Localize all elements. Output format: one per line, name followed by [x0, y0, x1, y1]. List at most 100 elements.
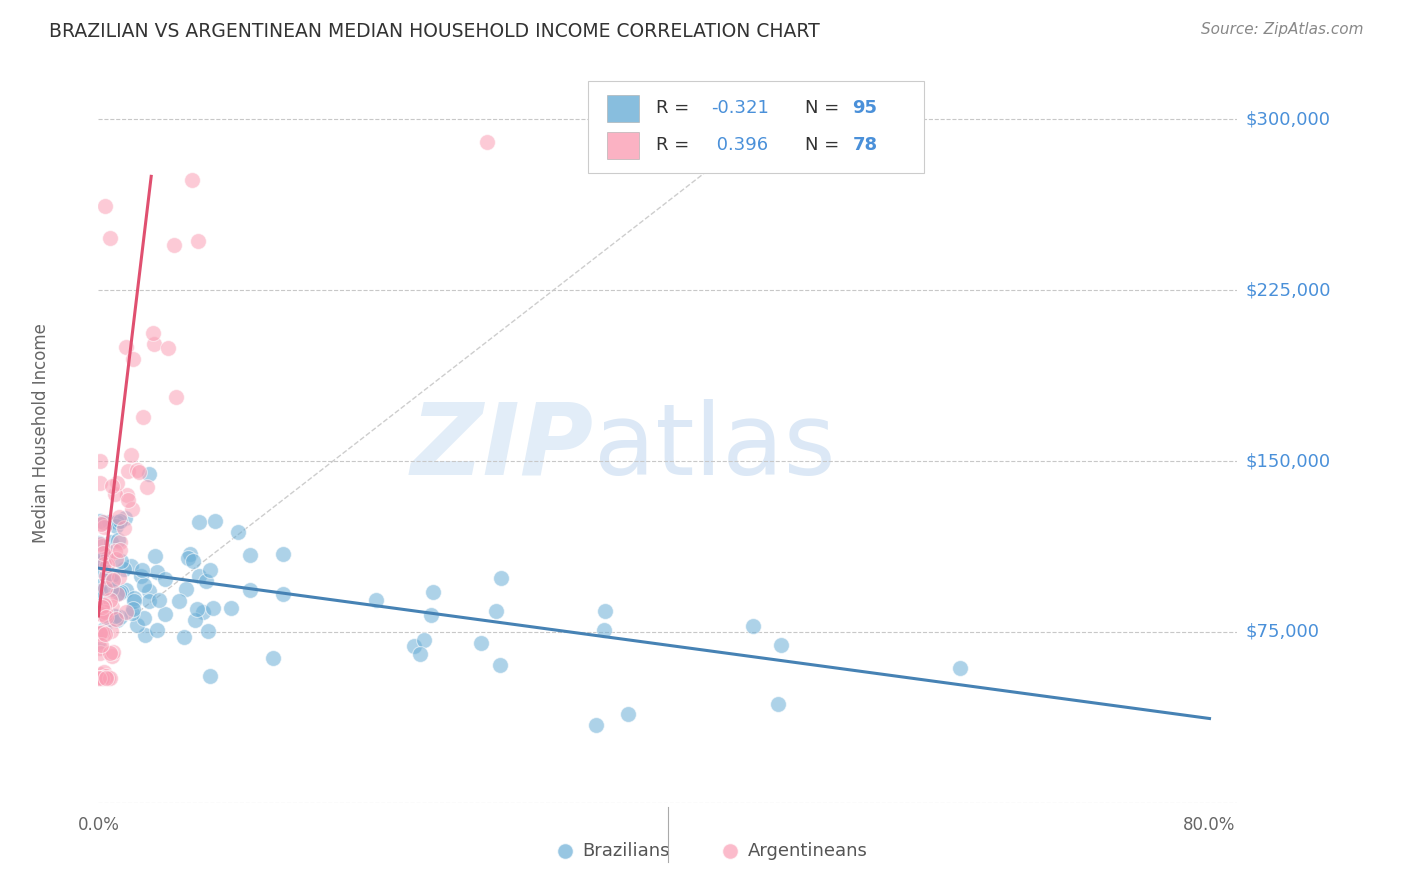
Point: [90, 638, 112, 652]
Point: [89, 454, 111, 468]
Point: [94, 549, 117, 563]
Point: [173, 630, 195, 644]
Point: [121, 502, 143, 516]
Point: [93, 555, 115, 569]
Point: [98, 646, 121, 660]
Point: [110, 534, 132, 549]
Point: [94, 582, 117, 596]
Bar: [607, 132, 640, 159]
Point: [127, 463, 149, 477]
Point: [120, 559, 142, 574]
Point: [87, 671, 110, 685]
Text: Source: ZipAtlas.com: Source: ZipAtlas.com: [1201, 22, 1364, 37]
Point: [98, 671, 121, 685]
Point: [89, 514, 111, 528]
Point: [108, 515, 131, 529]
Point: [138, 594, 160, 608]
Point: [101, 599, 124, 614]
Point: [477, 135, 499, 149]
Point: [138, 584, 160, 599]
Point: [122, 591, 145, 605]
Point: [146, 565, 169, 579]
Point: [115, 488, 138, 502]
Point: [90, 599, 112, 614]
Point: [181, 172, 204, 186]
Text: Brazilians: Brazilians: [582, 842, 669, 860]
Point: [200, 563, 222, 577]
Point: [167, 594, 190, 608]
Point: [89, 606, 111, 620]
Point: [177, 550, 200, 565]
Point: [742, 618, 765, 632]
Point: [187, 569, 209, 583]
Point: [90, 671, 112, 685]
Point: [402, 640, 425, 654]
Point: [105, 519, 128, 533]
Text: BRAZILIAN VS ARGENTINEAN MEDIAN HOUSEHOLD INCOME CORRELATION CHART: BRAZILIAN VS ARGENTINEAN MEDIAN HOUSEHOL…: [49, 22, 820, 41]
Point: [617, 706, 640, 721]
Point: [163, 238, 186, 252]
Point: [420, 607, 443, 622]
Point: [87, 602, 110, 616]
Point: [89, 551, 111, 566]
Point: [146, 624, 169, 638]
Point: [98, 231, 121, 245]
Point: [93, 627, 115, 641]
Point: [239, 582, 262, 597]
Point: [91, 546, 114, 560]
Point: [948, 661, 970, 675]
Point: [657, 796, 679, 810]
Point: [115, 605, 138, 619]
Point: [858, 796, 880, 810]
Point: [186, 602, 208, 616]
Point: [194, 574, 217, 589]
Point: [108, 610, 131, 624]
Point: [262, 650, 284, 665]
Point: [104, 486, 127, 500]
Point: [143, 549, 166, 563]
Text: atlas: atlas: [593, 399, 835, 496]
Point: [366, 592, 388, 607]
Point: [105, 587, 128, 601]
Point: [197, 624, 219, 639]
Point: [90, 671, 112, 685]
Point: [112, 562, 135, 576]
Point: [183, 613, 205, 627]
Point: [100, 624, 122, 639]
Text: 95: 95: [852, 99, 877, 118]
Point: [219, 601, 242, 615]
Point: [125, 618, 148, 632]
Point: [766, 697, 789, 711]
Text: R =: R =: [657, 136, 696, 154]
Text: Argentineans: Argentineans: [748, 842, 868, 860]
Point: [134, 610, 156, 624]
Point: [110, 585, 132, 599]
Point: [593, 604, 616, 618]
Point: [413, 633, 436, 648]
Text: ZIP: ZIP: [411, 399, 593, 496]
Point: [89, 646, 111, 660]
Point: [93, 599, 115, 613]
Point: [89, 667, 111, 681]
Point: [187, 515, 209, 529]
Point: [104, 609, 127, 624]
Point: [120, 448, 142, 462]
Point: [100, 535, 122, 549]
Point: [110, 554, 132, 568]
Point: [134, 578, 156, 592]
Point: [108, 570, 131, 584]
Point: [101, 568, 124, 582]
Bar: [607, 95, 640, 121]
Point: [96, 669, 118, 683]
Point: [485, 604, 508, 618]
Text: $75,000: $75,000: [1246, 623, 1320, 641]
Point: [93, 598, 115, 612]
Point: [101, 574, 124, 588]
Point: [94, 610, 117, 624]
Point: [129, 568, 152, 582]
Text: R =: R =: [657, 99, 696, 118]
Point: [769, 638, 792, 652]
Point: [87, 671, 110, 685]
Point: [89, 584, 111, 599]
Point: [104, 544, 127, 558]
